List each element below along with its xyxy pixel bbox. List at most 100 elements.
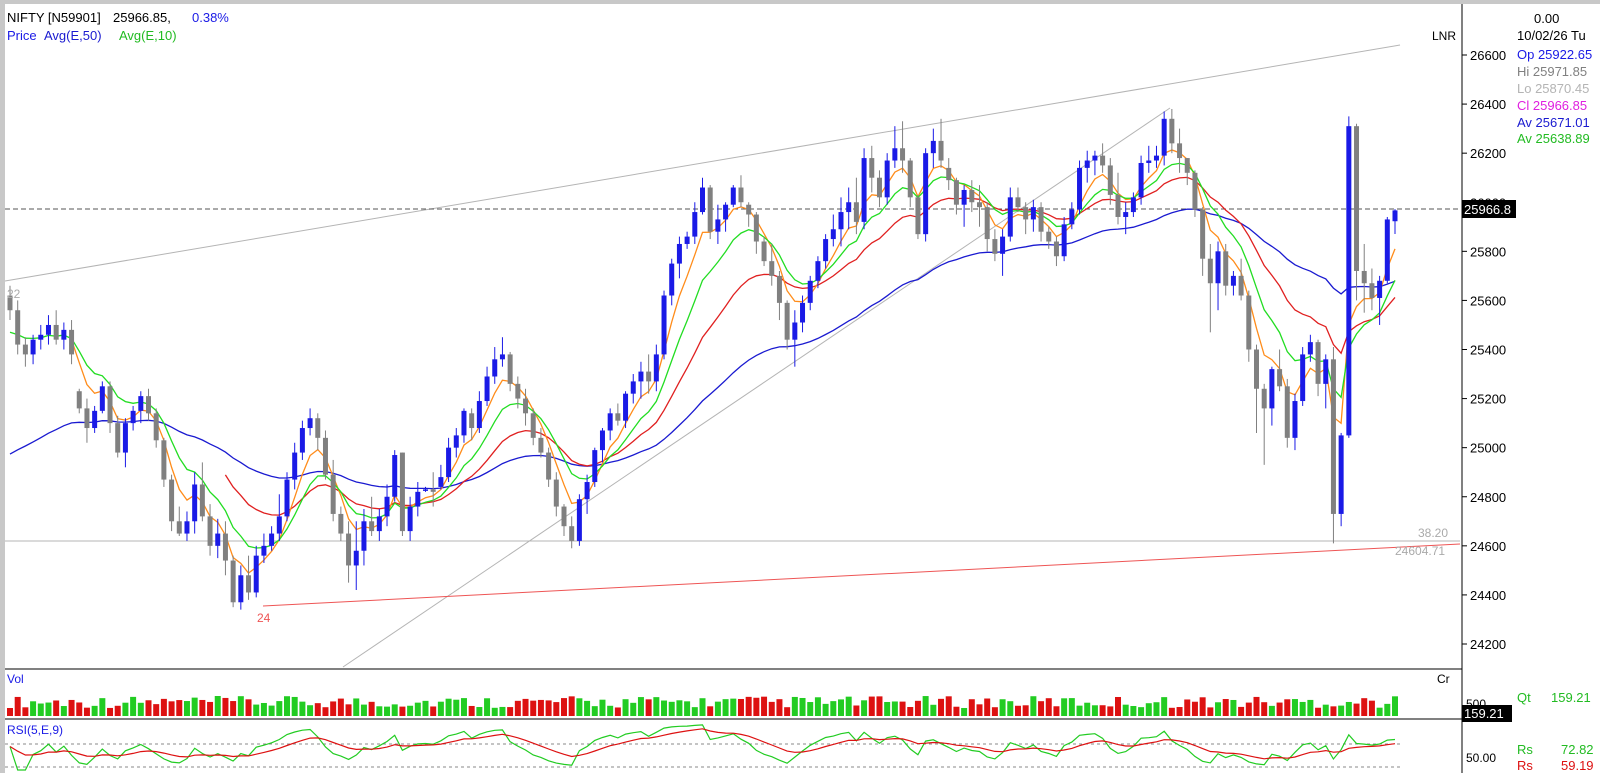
- candle-body[interactable]: [761, 241, 767, 262]
- candle-body[interactable]: [115, 423, 121, 453]
- candle-body[interactable]: [361, 521, 367, 551]
- candle-body[interactable]: [692, 212, 698, 237]
- candle-body[interactable]: [784, 302, 790, 340]
- candle-body[interactable]: [1015, 197, 1021, 208]
- rsi-slow-line[interactable]: [9, 728, 1396, 760]
- candle-body[interactable]: [1046, 231, 1052, 242]
- candle-body[interactable]: [1023, 207, 1029, 220]
- candle-body[interactable]: [161, 440, 167, 480]
- candle-body[interactable]: [1053, 241, 1059, 257]
- candle-body[interactable]: [138, 396, 144, 411]
- candle-body[interactable]: [915, 197, 921, 235]
- candle-body[interactable]: [615, 413, 621, 421]
- candle-body[interactable]: [984, 207, 990, 240]
- candle-body[interactable]: [599, 430, 605, 451]
- candle-body[interactable]: [1254, 349, 1259, 389]
- candle-body[interactable]: [1153, 155, 1159, 161]
- candle-body[interactable]: [230, 560, 236, 603]
- candle-body[interactable]: [1238, 275, 1244, 296]
- candle-body[interactable]: [538, 437, 544, 453]
- candle-body[interactable]: [1261, 388, 1267, 409]
- candle-body[interactable]: [1292, 401, 1298, 438]
- candle-body[interactable]: [469, 413, 475, 429]
- candle-body[interactable]: [1223, 251, 1229, 286]
- candle-body[interactable]: [499, 354, 505, 360]
- candle-body[interactable]: [346, 533, 352, 566]
- candle-body[interactable]: [1069, 209, 1075, 225]
- candle-body[interactable]: [1107, 165, 1113, 195]
- candle-body[interactable]: [623, 393, 629, 421]
- candle-body[interactable]: [53, 324, 59, 340]
- candle-body[interactable]: [661, 295, 667, 355]
- candle-body[interactable]: [299, 428, 305, 453]
- candle-body[interactable]: [1300, 354, 1306, 402]
- candle-body[interactable]: [961, 189, 967, 205]
- candle-body[interactable]: [1177, 143, 1183, 159]
- candle-body[interactable]: [815, 261, 821, 281]
- candle-body[interactable]: [407, 506, 413, 532]
- candle-body[interactable]: [676, 243, 682, 264]
- candle-body[interactable]: [630, 381, 636, 394]
- candle-body[interactable]: [569, 526, 575, 541]
- candle-body[interactable]: [284, 479, 290, 517]
- candle-body[interactable]: [992, 239, 998, 254]
- candle-body[interactable]: [292, 452, 298, 480]
- scale-mode-label[interactable]: LNR: [1432, 29, 1456, 43]
- candle-body[interactable]: [977, 202, 982, 208]
- candle-body[interactable]: [107, 386, 113, 424]
- candle-body[interactable]: [69, 329, 75, 355]
- candle-body[interactable]: [869, 158, 875, 178]
- candle-body[interactable]: [515, 383, 521, 399]
- candle-body[interactable]: [1330, 359, 1336, 514]
- candle-body[interactable]: [84, 408, 90, 429]
- candle-body[interactable]: [38, 334, 44, 340]
- candle-body[interactable]: [1315, 342, 1321, 384]
- candle-body[interactable]: [846, 202, 852, 213]
- candle-body[interactable]: [1338, 435, 1344, 514]
- candle-body[interactable]: [176, 521, 182, 534]
- candle-body[interactable]: [1115, 194, 1121, 217]
- candle-body[interactable]: [92, 410, 98, 429]
- candle-body[interactable]: [553, 479, 559, 507]
- candle-body[interactable]: [184, 521, 190, 534]
- candle-body[interactable]: [1161, 118, 1167, 156]
- candle-body[interactable]: [1184, 158, 1190, 173]
- candle-body[interactable]: [792, 322, 798, 340]
- candle-body[interactable]: [492, 359, 498, 377]
- candle-body[interactable]: [1346, 126, 1352, 436]
- candle-body[interactable]: [861, 158, 867, 222]
- upper-resistance-trendline[interactable]: [4, 44, 1401, 282]
- candle-body[interactable]: [738, 187, 744, 203]
- candle-body[interactable]: [1392, 210, 1398, 222]
- candle-body[interactable]: [399, 452, 405, 532]
- candle-body[interactable]: [776, 275, 782, 303]
- legend-ema50[interactable]: Avg(E,50): [44, 28, 102, 43]
- candle-body[interactable]: [607, 413, 613, 431]
- candle-body[interactable]: [1038, 207, 1044, 232]
- candle-body[interactable]: [1277, 369, 1283, 387]
- candle-body[interactable]: [1123, 212, 1129, 217]
- candle-body[interactable]: [1246, 295, 1252, 350]
- candle-body[interactable]: [15, 310, 21, 345]
- candle-body[interactable]: [461, 410, 467, 436]
- candle-body[interactable]: [830, 229, 836, 240]
- candle-body[interactable]: [146, 396, 151, 414]
- candle-body[interactable]: [22, 344, 28, 355]
- candle-body[interactable]: [769, 261, 775, 276]
- candle-body[interactable]: [953, 180, 959, 205]
- candle-body[interactable]: [938, 140, 944, 161]
- candle-body[interactable]: [215, 533, 221, 546]
- candle-body[interactable]: [222, 533, 228, 561]
- candle-body[interactable]: [1061, 224, 1067, 257]
- candle-body[interactable]: [430, 489, 436, 492]
- candle-body[interactable]: [30, 339, 36, 355]
- candle-body[interactable]: [1230, 275, 1236, 286]
- candle-body[interactable]: [684, 236, 690, 244]
- candle-body[interactable]: [900, 148, 906, 161]
- candle-body[interactable]: [246, 575, 252, 593]
- candle-body[interactable]: [523, 398, 529, 414]
- candle-body[interactable]: [1100, 155, 1106, 166]
- candle-body[interactable]: [315, 418, 321, 438]
- candle-body[interactable]: [261, 545, 267, 556]
